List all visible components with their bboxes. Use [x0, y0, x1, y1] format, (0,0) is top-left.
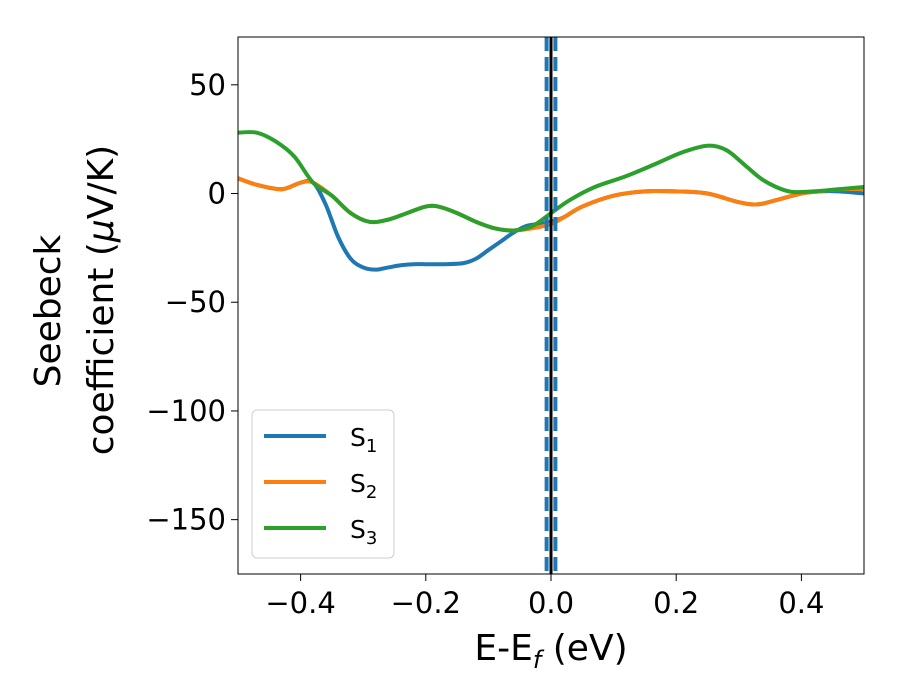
- legend-label-s3: S3: [350, 515, 377, 549]
- y-tick-label: 0: [208, 177, 226, 211]
- series-layer: [238, 130, 864, 272]
- x-axis-title-main: E-E: [474, 628, 532, 669]
- legend-label-s1: S1: [350, 423, 377, 457]
- legend-label-s2: S2: [350, 469, 377, 503]
- x-tick-label: −0.2: [391, 586, 461, 620]
- series-line-s3: [238, 130, 864, 233]
- y-axis-title-line2: coefficient (μV/K): [81, 145, 122, 455]
- vline-layer: [544, 37, 558, 574]
- y-axis-title-prefix: coefficient (: [81, 242, 122, 455]
- y-axis-title-unit: V/K): [81, 145, 122, 219]
- x-axis-title: E-Ef (eV): [474, 628, 627, 674]
- y-tick-label: −150: [146, 503, 226, 537]
- y-tick-label: −100: [146, 394, 226, 428]
- x-tick-label: 0.2: [653, 586, 699, 620]
- x-tick-label: 0.0: [528, 586, 574, 620]
- y-axis-title-line1: Seebeck: [28, 234, 69, 387]
- x-tick-label: −0.4: [265, 586, 335, 620]
- y-axis-ticks: 50 0 −50 −100 −150: [146, 68, 238, 537]
- y-axis-title-mu: μ: [81, 219, 122, 243]
- x-axis-ticks: −0.4 −0.2 0.0 0.2 0.4: [265, 574, 824, 620]
- y-tick-label: 50: [189, 68, 226, 102]
- x-tick-label: 0.4: [778, 586, 824, 620]
- x-axis-title-unit: (eV): [541, 628, 627, 669]
- y-tick-label: −50: [165, 285, 226, 319]
- legend: S1 S2 S3: [251, 409, 395, 559]
